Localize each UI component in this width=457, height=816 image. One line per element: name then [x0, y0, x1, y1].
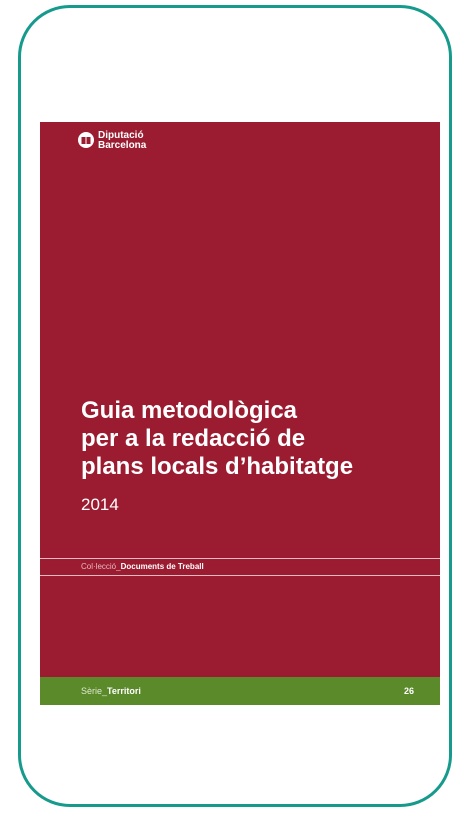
- title: Guia metodològica per a la redacció de p…: [81, 397, 353, 481]
- logo-line: Barcelona: [98, 140, 147, 151]
- logo-text: Diputació Barcelona: [98, 131, 146, 151]
- collection-name: Documents de Treball: [120, 562, 204, 571]
- title-line: Guia metodològica: [81, 397, 298, 424]
- device-frame: [18, 5, 452, 807]
- year: 2014: [81, 495, 119, 514]
- title-line: per a la redacció de: [81, 425, 306, 452]
- title-line: plans locals d’habitatge: [81, 453, 354, 480]
- series-name: Territori: [107, 686, 141, 696]
- rule: [40, 575, 440, 576]
- rule: [40, 558, 440, 559]
- collection-prefix: Col·lecció_: [81, 562, 121, 571]
- logo-line: Diputació: [98, 130, 144, 141]
- series-band: Sèrie_Territori 26: [40, 677, 440, 705]
- logo: [78, 132, 94, 148]
- collection: Col·lecció_Documents de Treball: [81, 562, 204, 571]
- series-number: 26: [403, 686, 414, 696]
- cover: Diputació Barcelona Guia metodològica pe…: [40, 122, 440, 705]
- series: Sèrie_Territori: [81, 686, 141, 696]
- series-prefix: Sèrie_: [81, 686, 108, 696]
